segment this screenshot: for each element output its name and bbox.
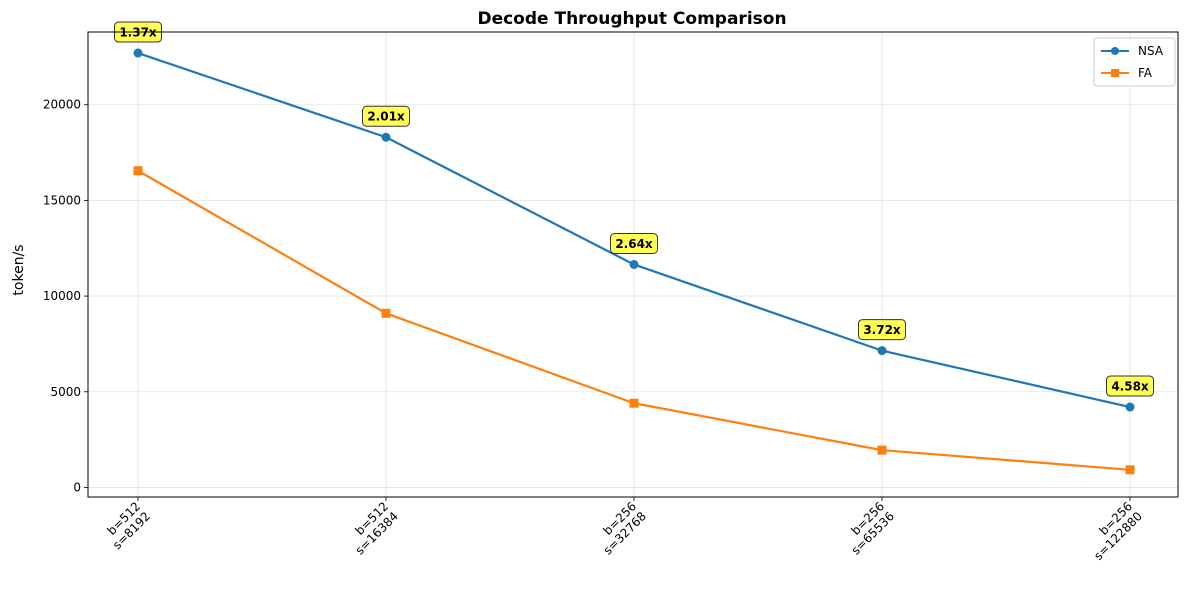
data-point-fa	[381, 308, 391, 318]
y-tick-label: 0	[73, 480, 81, 494]
legend-marker-fa	[1111, 69, 1119, 77]
speedup-label: 3.72x	[863, 323, 901, 337]
speedup-label: 2.64x	[615, 237, 653, 251]
y-tick-label: 15000	[43, 193, 81, 207]
speedup-badge	[858, 319, 906, 341]
speedup-label: 4.58x	[1111, 380, 1149, 394]
data-point-fa	[133, 166, 143, 176]
data-point-fa	[1125, 465, 1135, 475]
y-axis-label: token/s	[11, 244, 27, 295]
plot-frame	[87, 31, 1179, 498]
legend-label-nsa: NSA	[1138, 44, 1164, 58]
y-tick-label: 10000	[43, 289, 81, 303]
chart-title: Decode Throughput Comparison	[477, 9, 786, 29]
speedup-label: 1.37x	[119, 26, 157, 40]
speedup-badge	[1106, 375, 1154, 397]
y-tick-label: 20000	[43, 98, 81, 112]
data-point-nsa	[1125, 402, 1135, 412]
data-point-nsa	[381, 132, 391, 142]
y-tick-label: 5000	[50, 385, 81, 399]
data-point-nsa	[133, 48, 143, 58]
data-point-nsa	[629, 260, 639, 269]
data-point-nsa	[877, 346, 887, 356]
legend-label-fa: FA	[1138, 66, 1153, 80]
grid	[88, 32, 1178, 497]
series-layer	[133, 48, 1135, 475]
speedup-badge	[362, 105, 410, 127]
legend: NSA FA	[1093, 37, 1176, 87]
annotation-layer: 1.37x 2.01x 2.64x 3.72x 4.58x	[114, 21, 1154, 397]
speedup-label: 2.01x	[367, 110, 405, 124]
speedup-badge	[610, 233, 658, 254]
data-point-fa	[629, 398, 639, 408]
legend-marker-nsa	[1111, 47, 1119, 55]
data-point-fa	[877, 445, 887, 455]
